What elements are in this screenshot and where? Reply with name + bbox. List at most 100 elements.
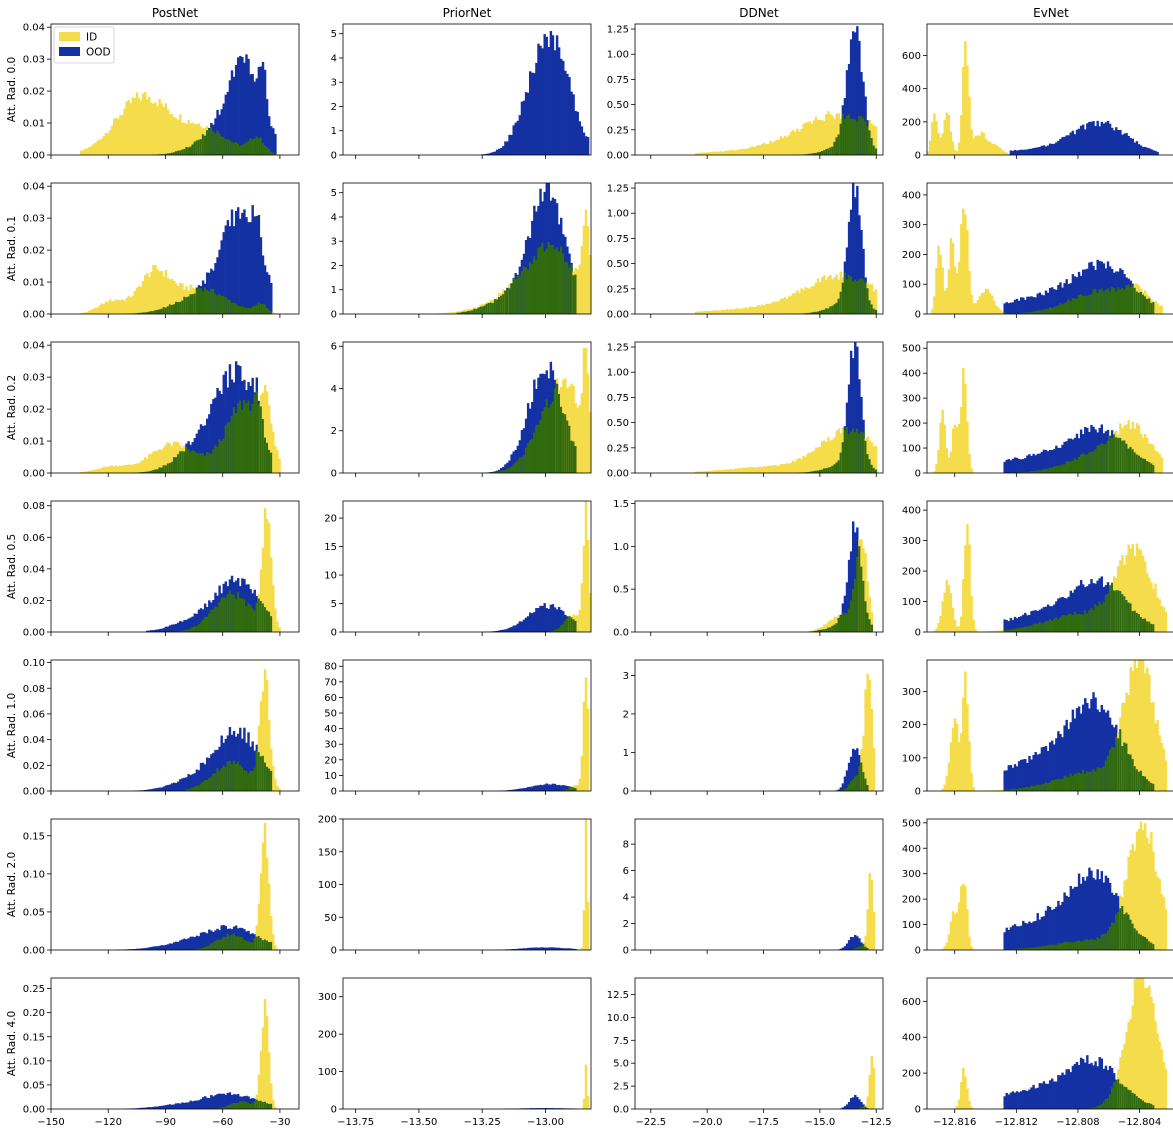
overlap-bar: [551, 245, 555, 314]
ood-bar: [1104, 122, 1108, 155]
id-bar: [100, 138, 104, 155]
overlap-bar: [265, 442, 269, 473]
overlap-bar: [1077, 772, 1081, 791]
overlap-bar: [856, 428, 859, 473]
overlap-bar: [259, 937, 263, 950]
y-tick-label: 400: [902, 1033, 921, 1044]
id-bar: [170, 114, 174, 155]
ood-bar: [564, 785, 567, 791]
axes-frame: [50, 182, 300, 315]
ood-bar: [212, 931, 215, 950]
ood-bar: [228, 226, 232, 314]
ood-bar: [1020, 149, 1023, 155]
ood-bar: [1011, 1091, 1015, 1109]
overlap-bar: [197, 453, 201, 473]
overlap-bar: [868, 459, 871, 473]
ood-bar: [508, 627, 511, 632]
overlap-bar: [257, 302, 261, 314]
ood-bar: [135, 948, 139, 950]
overlap-bar: [243, 1101, 246, 1109]
ood-bar: [1042, 449, 1046, 473]
overlap-bar: [1036, 470, 1039, 473]
overlap-bar: [1026, 626, 1029, 632]
overlap-bar: [166, 463, 170, 473]
row-label: Att. Rad. 1.0: [6, 693, 18, 758]
overlap-bar: [1139, 617, 1143, 632]
overlap-bar: [179, 301, 182, 314]
overlap-bar: [870, 464, 874, 473]
ood-bar: [1090, 121, 1093, 155]
ood-bar: [241, 738, 244, 791]
ood-bar: [512, 625, 515, 632]
overlap-bar: [251, 942, 254, 950]
overlap-bar: [245, 307, 248, 314]
overlap-bar: [1113, 922, 1116, 950]
id-bar: [796, 128, 799, 155]
ood-bar: [1026, 762, 1029, 791]
id-bar: [874, 445, 878, 473]
ood-bar: [166, 626, 170, 632]
id-bar: [586, 226, 590, 314]
overlap-bar: [1015, 313, 1019, 314]
overlap-bar: [545, 248, 548, 314]
overlap-bar: [212, 609, 215, 632]
overlap-bar: [1115, 1080, 1118, 1109]
ood-bar: [539, 1108, 542, 1109]
ood-bar: [1092, 121, 1095, 155]
y-tick-label: 0: [915, 787, 921, 798]
id-bar: [576, 615, 579, 632]
y-tick-label: 0.03: [23, 214, 45, 225]
ood-bar: [849, 1098, 853, 1109]
id-bar: [711, 310, 714, 314]
overlap-bar: [199, 288, 203, 314]
id-bar: [958, 1099, 961, 1109]
ood-bar: [148, 630, 151, 632]
id-bar: [1156, 1033, 1159, 1109]
overlap-bar: [1100, 443, 1104, 473]
ood-bar: [214, 1095, 217, 1109]
ood-bar: [1040, 1083, 1044, 1109]
ood-bar: [1030, 455, 1033, 473]
overlap-bar: [856, 121, 859, 155]
ood-bar: [1055, 906, 1058, 950]
ood-bar: [232, 76, 236, 155]
ood-bar: [191, 1101, 194, 1109]
id-bar: [941, 409, 944, 473]
id-bar: [785, 298, 789, 314]
id-bar: [1144, 561, 1147, 632]
ood-bar: [1098, 1057, 1101, 1109]
overlap-bar: [506, 468, 509, 473]
overlap-bar: [1067, 299, 1070, 314]
overlap-bar: [197, 624, 201, 632]
ood-bar: [1108, 266, 1112, 314]
id-bar: [572, 385, 575, 473]
overlap-bar: [245, 770, 248, 791]
x-tick-label: −15.0: [805, 1117, 836, 1128]
id-bar: [818, 446, 822, 473]
id-bar: [955, 272, 959, 314]
ood-bar: [210, 1094, 213, 1109]
ood-bar: [1100, 121, 1104, 155]
ood-bar: [154, 1106, 157, 1109]
id-bar: [137, 97, 141, 155]
overlap-bar: [566, 262, 569, 314]
overlap-bar: [845, 613, 849, 632]
y-tick-label: 8: [623, 840, 629, 851]
id-bar: [1144, 987, 1147, 1109]
ood-bar: [1090, 699, 1093, 791]
ood-bar: [555, 35, 559, 156]
overlap-bar: [197, 288, 201, 314]
overlap-bar: [212, 773, 215, 791]
y-tick-label: 100: [902, 920, 921, 931]
id-bar: [276, 948, 279, 950]
id-bar: [1148, 443, 1151, 473]
id-bar: [968, 741, 971, 791]
ood-bar: [154, 629, 157, 632]
ood-bar: [1051, 909, 1054, 950]
ood-bar: [1090, 870, 1093, 950]
ood-bar: [1063, 725, 1066, 791]
id-bar: [943, 592, 946, 632]
id-bar: [129, 103, 132, 155]
overlap-bar: [1106, 440, 1110, 473]
overlap-bar: [825, 149, 828, 155]
